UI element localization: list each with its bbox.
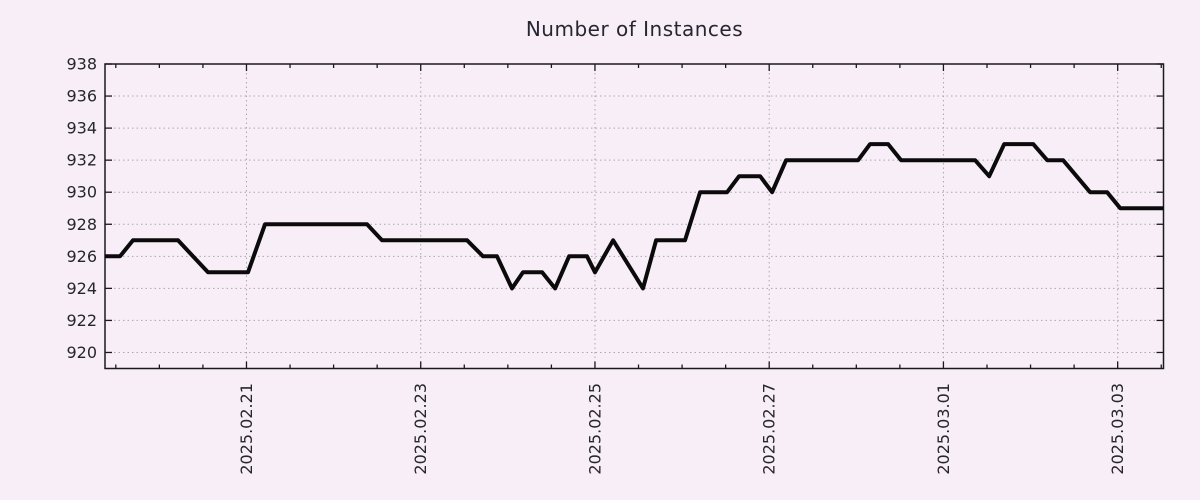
y-tick-label: 932 xyxy=(66,151,97,170)
x-tick-label: 2025.02.25 xyxy=(585,383,604,475)
x-tick-label: 2025.02.23 xyxy=(411,383,430,475)
y-tick-label: 936 xyxy=(66,87,97,106)
chart-title: Number of Instances xyxy=(525,17,744,41)
y-tick-label: 926 xyxy=(66,247,97,266)
y-tick-label: 920 xyxy=(66,343,97,362)
x-tick-label: 2025.03.01 xyxy=(934,383,953,475)
y-tick-label: 924 xyxy=(66,279,97,298)
x-tick-label: 2025.03.03 xyxy=(1108,383,1127,475)
y-tick-label: 928 xyxy=(66,215,97,234)
y-tick-label: 930 xyxy=(66,183,97,202)
plot-border xyxy=(104,63,1165,370)
y-tick-label: 922 xyxy=(66,311,97,330)
y-tick-label: 938 xyxy=(66,55,97,74)
x-tick-label: 2025.02.21 xyxy=(237,383,256,475)
y-tick-label: 934 xyxy=(66,119,97,138)
data-line xyxy=(105,142,1164,291)
x-tick-label: 2025.02.27 xyxy=(760,383,779,475)
